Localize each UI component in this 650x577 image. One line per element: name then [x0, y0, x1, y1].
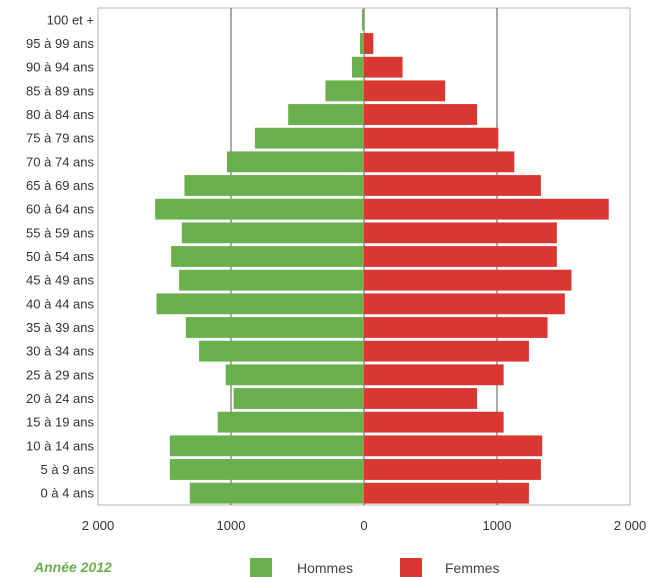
bar-femmes-2 — [364, 435, 543, 457]
category-label-6: 30 à 34 ans — [26, 344, 94, 359]
bar-femmes-12 — [364, 198, 609, 220]
category-label-9: 45 à 49 ans — [26, 273, 94, 288]
category-label-4: 20 à 24 ans — [26, 391, 94, 406]
bar-femmes-1 — [364, 459, 541, 480]
bar-hommes-16 — [288, 104, 364, 125]
bar-femmes-8 — [364, 293, 565, 315]
bar-femmes-4 — [364, 388, 478, 409]
category-label-10: 50 à 54 ans — [26, 249, 94, 264]
x-tick-label-2: 0 — [360, 518, 367, 533]
bar-hommes-3 — [217, 411, 364, 433]
category-label-1: 5 à 9 ans — [41, 462, 95, 477]
bar-hommes-14 — [227, 151, 364, 173]
category-label-12: 60 à 64 ans — [26, 202, 94, 217]
bar-femmes-7 — [364, 317, 548, 338]
category-label-5: 25 à 29 ans — [26, 367, 94, 382]
bar-femmes-17 — [364, 80, 446, 102]
legend-label-femmes: Femmes — [445, 560, 499, 576]
bar-hommes-18 — [352, 56, 364, 78]
x-tick-label-1: 1000 — [217, 518, 246, 533]
bar-hommes-9 — [179, 269, 364, 291]
category-label-11: 55 à 59 ans — [26, 225, 94, 240]
bar-hommes-15 — [254, 127, 364, 149]
bar-hommes-6 — [199, 340, 364, 362]
bar-femmes-18 — [364, 56, 403, 78]
bar-femmes-9 — [364, 269, 572, 291]
bar-femmes-0 — [364, 482, 529, 504]
bar-femmes-3 — [364, 411, 504, 433]
bar-hommes-20 — [362, 9, 364, 31]
bar-femmes-6 — [364, 340, 529, 362]
legend-swatch-hommes — [250, 558, 272, 577]
bar-hommes-17 — [325, 80, 364, 102]
bar-femmes-16 — [364, 104, 478, 125]
category-label-18: 90 à 94 ans — [26, 60, 94, 75]
legend-label-hommes: Hommes — [297, 560, 353, 576]
bar-hommes-5 — [225, 364, 364, 386]
bar-femmes-10 — [364, 246, 557, 267]
category-label-16: 80 à 84 ans — [26, 107, 94, 122]
bar-hommes-8 — [156, 293, 364, 315]
year-annotation: Année 2012 — [33, 559, 112, 575]
category-label-20: 100 et + — [47, 12, 94, 27]
bar-hommes-7 — [185, 317, 364, 338]
bar-hommes-13 — [184, 175, 364, 196]
category-label-2: 10 à 14 ans — [26, 438, 94, 453]
category-label-14: 70 à 74 ans — [26, 154, 94, 169]
x-tick-label-4: 2 000 — [614, 518, 647, 533]
bar-femmes-19 — [364, 33, 374, 54]
bar-hommes-1 — [169, 459, 364, 480]
bar-femmes-13 — [364, 175, 541, 196]
bar-hommes-4 — [233, 388, 364, 409]
bar-hommes-19 — [360, 33, 364, 54]
x-tick-label-0: 2 000 — [82, 518, 115, 533]
bar-femmes-15 — [364, 127, 499, 149]
x-tick-label-3: 1000 — [483, 518, 512, 533]
category-label-13: 65 à 69 ans — [26, 178, 94, 193]
category-label-0: 0 à 4 ans — [41, 486, 95, 501]
category-label-7: 35 à 39 ans — [26, 320, 94, 335]
bar-femmes-11 — [364, 222, 557, 244]
bar-hommes-0 — [189, 482, 364, 504]
category-label-3: 15 à 19 ans — [26, 415, 94, 430]
category-label-17: 85 à 89 ans — [26, 83, 94, 98]
bar-hommes-2 — [169, 435, 364, 457]
category-label-19: 95 à 99 ans — [26, 36, 94, 51]
bar-femmes-5 — [364, 364, 504, 386]
legend-swatch-femmes — [400, 558, 422, 577]
bar-hommes-12 — [155, 198, 364, 220]
bar-hommes-11 — [181, 222, 364, 244]
category-label-8: 40 à 44 ans — [26, 296, 94, 311]
bar-femmes-14 — [364, 151, 515, 173]
category-label-15: 75 à 79 ans — [26, 131, 94, 146]
bar-hommes-10 — [171, 246, 364, 267]
